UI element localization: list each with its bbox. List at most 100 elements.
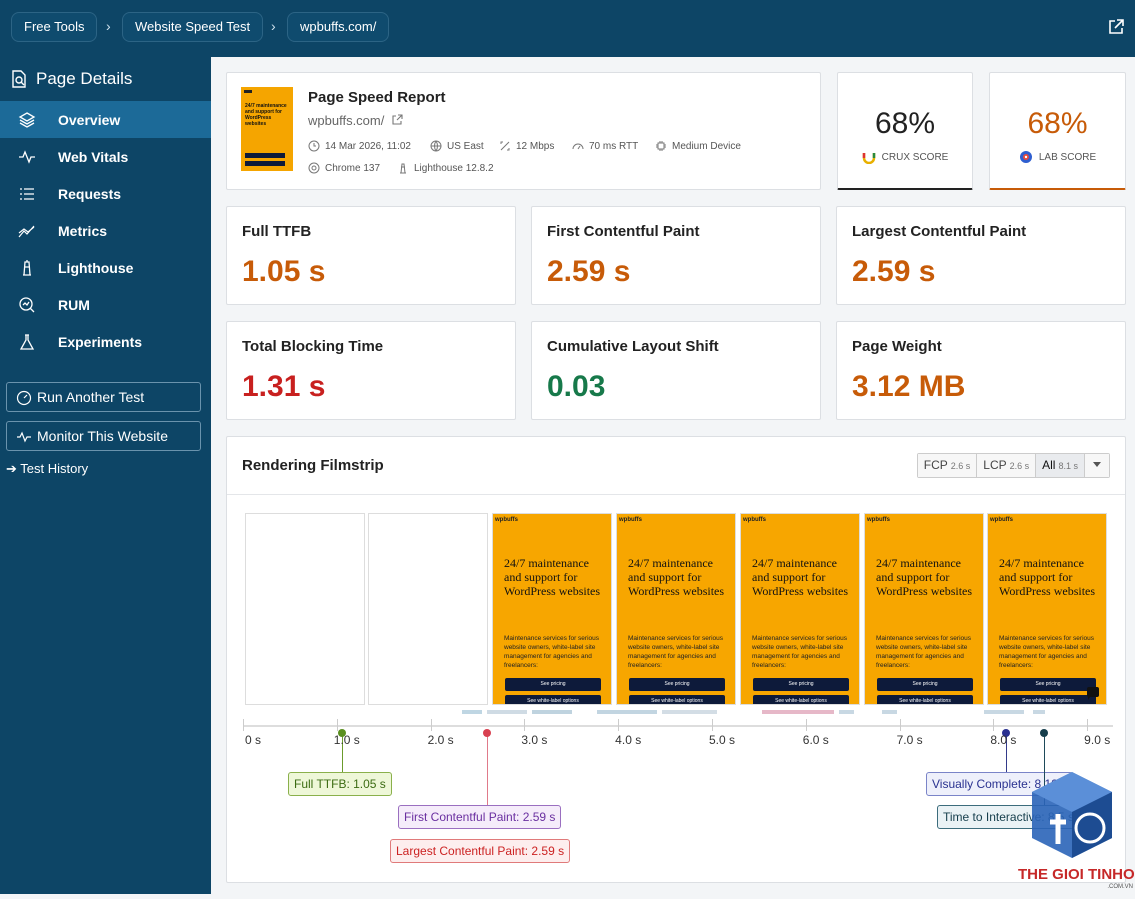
pulse-icon <box>17 431 31 443</box>
page-search-icon <box>12 70 26 88</box>
frame-button: See white-label options <box>753 695 849 704</box>
meta-location: US East <box>430 140 484 152</box>
cpu-icon <box>656 141 666 151</box>
frame-button: See pricing <box>877 678 973 691</box>
vc-marker-line <box>1006 733 1007 773</box>
frame-button: See white-label options <box>629 695 725 704</box>
tick-line <box>1087 719 1089 731</box>
filter-all[interactable]: All 8.1 s <box>1036 454 1085 477</box>
monitor-website-button[interactable]: Monitor This Website <box>6 421 201 451</box>
crux-icon <box>862 153 875 164</box>
filmstrip-frame[interactable]: wpbuffs 24/7 maintenance and support for… <box>864 513 984 705</box>
filmstrip-frame[interactable]: wpbuffs 24/7 maintenance and support for… <box>987 513 1107 705</box>
meta-location-text: US East <box>447 140 484 152</box>
sidebar-item-requests[interactable]: Requests <box>0 175 211 212</box>
frame-logo: wpbuffs <box>495 517 518 523</box>
meta-date: 14 Mar 2026, 11:02 <box>308 140 411 152</box>
metric-card-tbt[interactable]: Total Blocking Time 1.31 s <box>226 321 516 420</box>
metric-value: 3.12 MB <box>852 370 966 403</box>
timeline-axis <box>243 725 1113 727</box>
meta-date-text: 14 Mar 2026, 11:02 <box>325 140 411 152</box>
breadcrumb-url[interactable]: wpbuffs.com/ <box>287 12 390 42</box>
layers-icon <box>18 112 36 128</box>
frame-logo: wpbuffs <box>990 517 1013 523</box>
frame-heading: 24/7 maintenance and support for WordPre… <box>504 556 601 598</box>
tick-line <box>336 719 338 731</box>
breadcrumb-free-tools[interactable]: Free Tools <box>11 12 98 42</box>
filmstrip-title: Rendering Filmstrip <box>242 457 384 474</box>
frame-body: Maintenance services for serious website… <box>504 635 600 669</box>
tick-label: 9.0 s <box>1084 733 1111 747</box>
external-link-icon[interactable] <box>391 114 403 126</box>
fcp-marker-label: First Contentful Paint: 2.59 s <box>398 805 562 829</box>
filter-dropdown[interactable] <box>1085 454 1109 477</box>
tick-label: 4.0 s <box>615 733 642 747</box>
meta-device-text: Medium Device <box>672 140 741 152</box>
activity-segment <box>462 710 482 714</box>
sidebar-item-overview[interactable]: Overview <box>0 101 211 138</box>
chevron-right-icon: › <box>271 18 276 34</box>
metric-card-page-weight[interactable]: Page Weight 3.12 MB <box>836 321 1126 420</box>
filter-lcp[interactable]: LCP 2.6 s <box>977 454 1037 477</box>
chat-icon[interactable] <box>1086 686 1100 700</box>
run-another-test-button[interactable]: Run Another Test <box>6 382 201 412</box>
globe-icon <box>430 140 442 152</box>
metric-card-ttfb[interactable]: Full TTFB 1.05 s <box>226 206 516 305</box>
breadcrumb-website-speed-test[interactable]: Website Speed Test <box>122 12 264 42</box>
sidebar-item-web-vitals[interactable]: Web Vitals <box>0 138 211 175</box>
filmstrip-frame[interactable]: wpbuffs 24/7 maintenance and support for… <box>492 513 612 705</box>
sidebar-title: Page Details <box>36 69 133 88</box>
sidebar-item-label: Experiments <box>58 333 143 350</box>
filmstrip-frame-blank[interactable] <box>368 513 488 705</box>
sidebar-item-label: Web Vitals <box>58 148 129 165</box>
activity-segment <box>487 710 527 714</box>
metric-card-lcp[interactable]: Largest Contentful Paint 2.59 s <box>836 206 1126 305</box>
run-another-test-label: Run Another Test <box>37 389 145 405</box>
metric-card-fcp[interactable]: First Contentful Paint 2.59 s <box>531 206 821 305</box>
frame-body: Maintenance services for serious website… <box>628 635 724 669</box>
filmstrip-frame-blank[interactable] <box>245 513 365 705</box>
report-title: Page Speed Report <box>308 89 446 106</box>
sidebar-item-rum[interactable]: RUM <box>0 286 211 323</box>
metric-label: Cumulative Layout Shift <box>547 338 719 355</box>
external-link-icon[interactable] <box>1107 18 1125 36</box>
meta-lighthouse: Lighthouse 12.8.2 <box>397 162 494 174</box>
crux-score-card[interactable]: 68% CRUX SCORE <box>837 72 973 190</box>
filmstrip-frame[interactable]: wpbuffs 24/7 maintenance and support for… <box>740 513 860 705</box>
activity-segment <box>762 710 834 714</box>
lcp-marker-label: Largest Contentful Paint: 2.59 s <box>390 839 571 863</box>
lab-score-value: 68% <box>1027 107 1088 140</box>
activity-segment <box>597 710 657 714</box>
gauge-icon <box>16 390 32 406</box>
bandwidth-icon <box>500 141 510 151</box>
filter-label: FCP <box>923 458 948 472</box>
sidebar-item-lighthouse[interactable]: Lighthouse <box>0 249 211 286</box>
filter-time: 2.6 s <box>1009 461 1030 471</box>
frame-logo: wpbuffs <box>619 517 642 523</box>
metric-label: First Contentful Paint <box>547 223 700 240</box>
metric-value: 0.03 <box>547 370 606 403</box>
filter-time: 2.6 s <box>950 461 971 471</box>
activity-segment <box>1033 710 1045 714</box>
crux-score-label: CRUX SCORE <box>838 150 972 164</box>
flask-icon <box>19 334 35 350</box>
sidebar-header: Page Details <box>10 69 132 89</box>
report-card: 24/7 maintenance and support for WordPre… <box>226 72 821 190</box>
filter-fcp[interactable]: FCP 2.6 s <box>917 454 978 477</box>
tick-label: 0 s <box>244 733 262 747</box>
lab-score-card[interactable]: 68% LAB SCORE <box>989 72 1126 190</box>
metric-card-cls[interactable]: Cumulative Layout Shift 0.03 <box>531 321 821 420</box>
filmstrip-frame[interactable]: wpbuffs 24/7 maintenance and support for… <box>616 513 736 705</box>
fcp-marker-dot <box>483 729 491 737</box>
speedometer-icon <box>572 143 584 150</box>
list-icon <box>20 188 34 200</box>
tick-label: 1.0 s <box>333 733 360 747</box>
tick-line <box>993 719 995 731</box>
tick-label: 3.0 s <box>521 733 548 747</box>
report-url-text: wpbuffs.com/ <box>308 113 385 128</box>
trend-icon <box>18 225 35 238</box>
sidebar-item-metrics[interactable]: Metrics <box>0 212 211 249</box>
sidebar-item-experiments[interactable]: Experiments <box>0 323 211 360</box>
report-url[interactable]: wpbuffs.com/ <box>308 113 403 128</box>
test-history-link[interactable]: ➔ Test History <box>6 461 89 476</box>
